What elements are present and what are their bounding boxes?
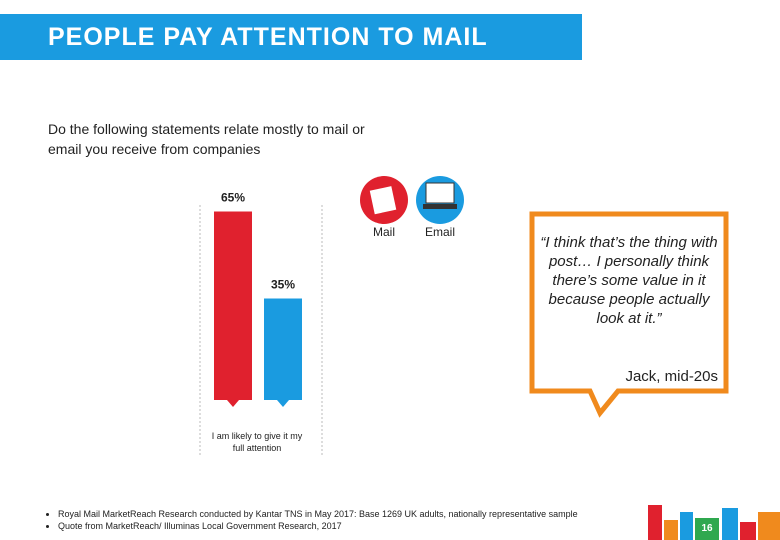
legend-label: Mail [373, 225, 395, 239]
footnote: Royal Mail MarketReach Research conducte… [58, 508, 578, 520]
decor [758, 512, 780, 540]
page-number: 16 [695, 518, 719, 540]
icon-laptop [425, 182, 455, 204]
icon-laptop [423, 204, 457, 209]
footnote: Quote from MarketReach/ Illuminas Local … [58, 520, 578, 532]
bar [214, 211, 252, 407]
legend-label: Email [425, 225, 455, 239]
quote: “I think that’s the thing with post… I p… [540, 234, 718, 327]
decor [664, 520, 678, 540]
bar [264, 298, 302, 407]
quote-box [529, 211, 729, 418]
icon-letter [369, 186, 397, 215]
question: Do the following statements relate mostl… [48, 121, 365, 157]
decor [722, 508, 738, 540]
value-label: 65% [221, 191, 245, 205]
decor [648, 505, 662, 540]
title: PEOPLE PAY ATTENTION TO MAIL [0, 14, 582, 60]
x-tick-label: I am likely to give it my full attention [211, 431, 303, 453]
decor [680, 512, 693, 540]
attribution: Jack, mid-20s [625, 368, 718, 385]
footnotes: Royal Mail MarketReach Research conducte… [48, 508, 578, 532]
value-label: 35% [271, 278, 295, 292]
decor [740, 522, 756, 540]
